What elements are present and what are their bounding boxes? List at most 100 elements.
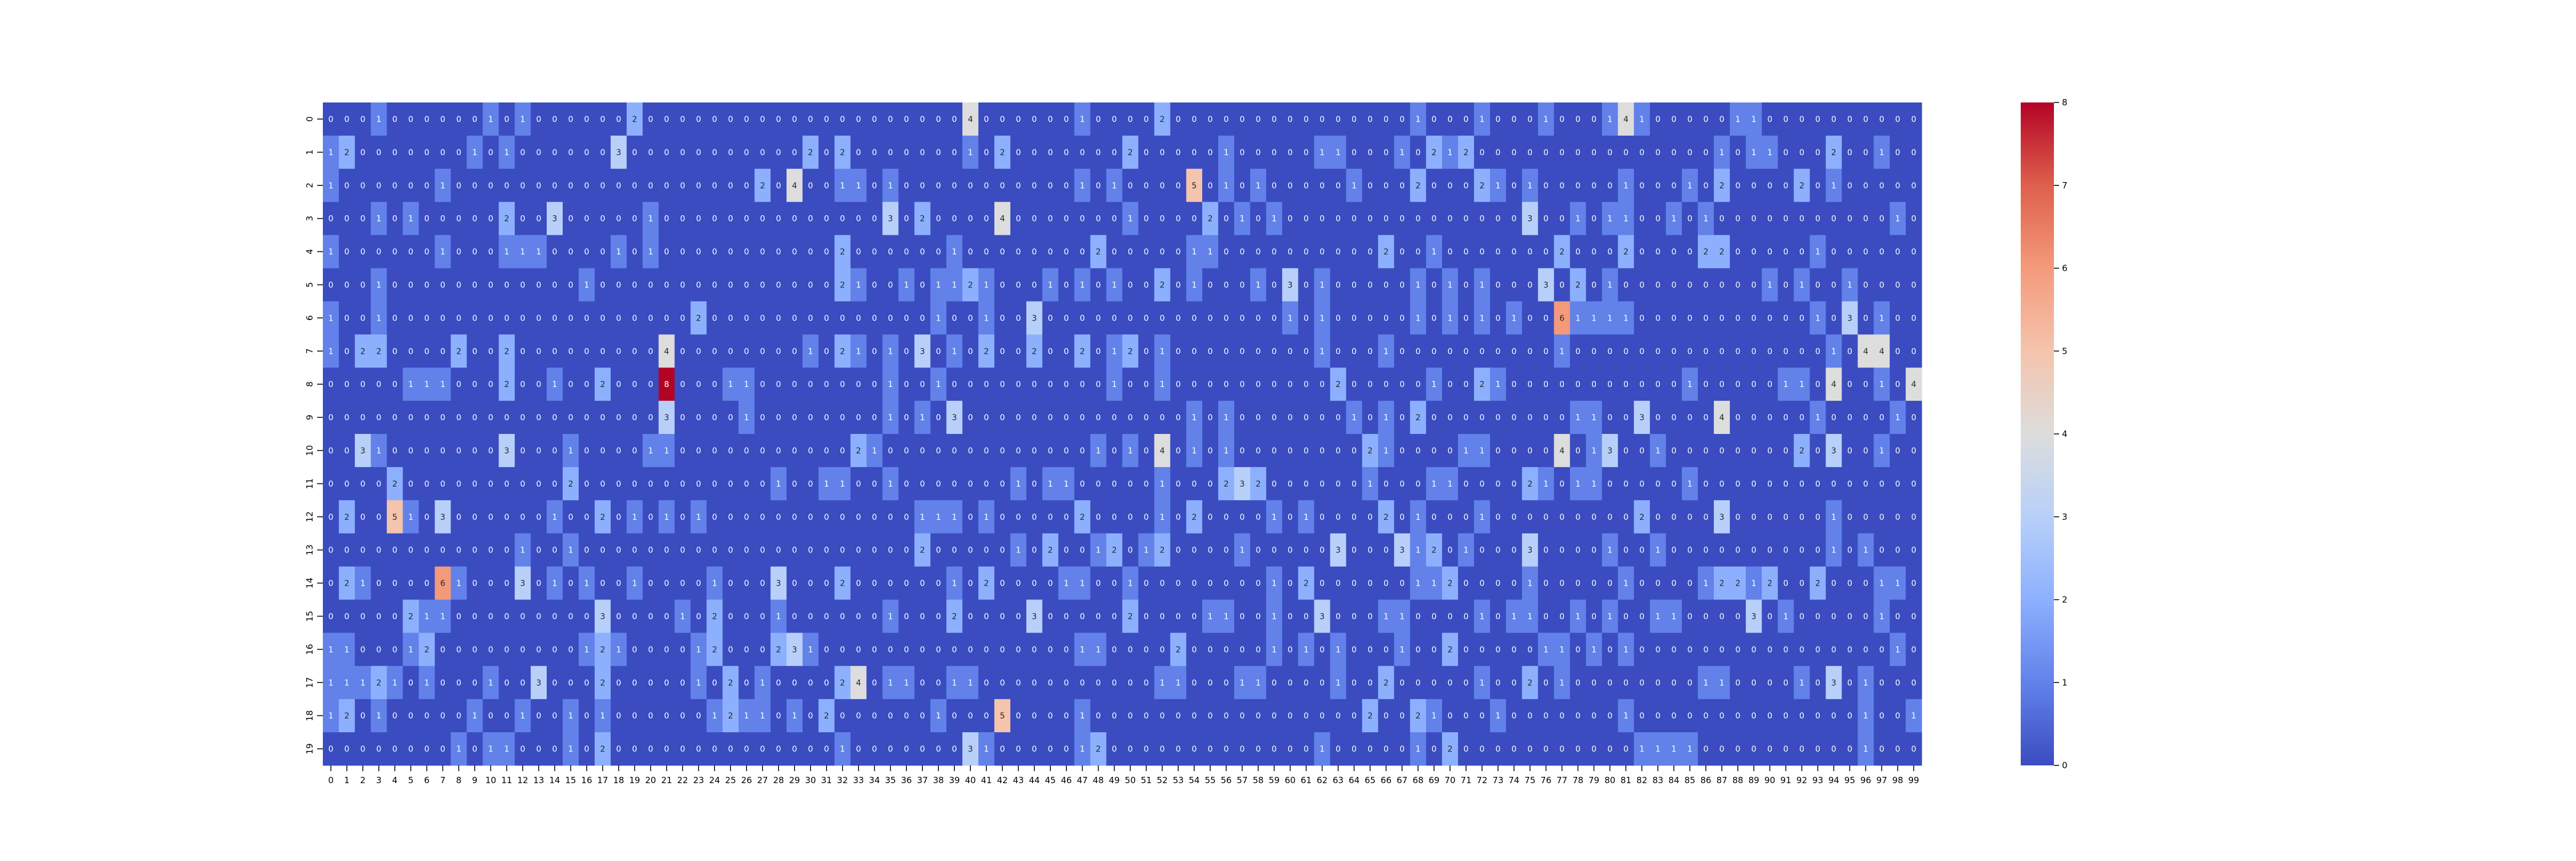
cell-value-label: 0 [1735,281,1740,290]
cell-value-label: 1 [1831,347,1836,356]
cell-value-label: 0 [904,347,909,356]
cell-value-label: 0 [1783,712,1788,721]
cell-value-label: 0 [1224,546,1229,555]
cell-value-label: 0 [1352,579,1357,589]
heatmap-cell [1250,235,1267,268]
cell-value-label: 0 [1208,546,1213,555]
cell-value-label: 0 [1000,612,1005,621]
cell-value-label: 0 [808,215,813,224]
cell-value-label: 0 [440,148,445,157]
cell-value-label: 0 [1319,413,1325,422]
cell-value-label: 0 [1384,181,1389,191]
x-tick-label: 39 [949,775,960,785]
cell-value-label: 0 [536,148,542,157]
heatmap-cell [323,168,339,203]
heatmap-cell [802,135,819,169]
cell-value-label: 0 [1672,480,1677,489]
heatmap-cell [1618,202,1634,236]
cell-value-label: 1 [584,281,589,290]
cell-value-label: 2 [840,281,845,290]
y-tick-label: 16 [305,644,315,655]
cell-value-label: 1 [472,148,477,157]
heatmap-cell [1074,102,1091,136]
cell-value-label: 3 [1831,678,1836,688]
cell-value-label: 0 [1799,745,1804,754]
heatmap-cell [1729,202,1747,236]
cell-value-label: 1 [360,579,365,589]
cell-value-label: 0 [456,712,461,721]
heatmap-cell [771,102,787,136]
heatmap-cell [370,202,388,236]
cell-value-label: 0 [1336,314,1341,323]
cell-value-label: 1 [1224,148,1229,157]
cell-value-label: 1 [1607,281,1613,290]
cell-value-label: 0 [1751,248,1756,257]
cell-value-label: 0 [664,645,669,654]
cell-value-label: 0 [1607,181,1613,191]
cell-value-label: 2 [1623,248,1629,257]
heatmap-cell [1026,235,1043,268]
cell-value-label: 0 [1831,712,1836,721]
cell-value-label: 1 [1688,480,1693,489]
cell-value-label: 0 [488,181,493,191]
heatmap-cell [771,235,787,268]
heatmap-cell [1250,202,1267,236]
cell-value-label: 0 [792,314,797,323]
cell-value-label: 0 [1656,413,1661,422]
heatmap-cell [1042,135,1059,169]
heatmap-cell [754,102,771,136]
cell-value-label: 1 [1623,181,1629,191]
cell-value-label: 0 [1336,745,1341,754]
cell-value-label: 0 [568,413,573,422]
cell-value-label: 1 [936,513,941,522]
cell-value-label: 0 [632,281,637,290]
cell-value-label: 0 [472,546,477,555]
cell-value-label: 0 [1192,380,1197,389]
cell-value-label: 0 [1128,115,1133,124]
cell-value-label: 0 [424,413,429,422]
cell-value-label: 0 [1672,447,1677,456]
cell-value-label: 2 [1032,347,1037,356]
cell-value-label: 1 [568,745,573,754]
cell-value-label: 0 [520,678,526,688]
y-tick-label: 5 [305,282,315,288]
cell-value-label: 0 [1847,215,1852,224]
cell-value-label: 2 [968,281,973,290]
heatmap-cell [834,102,851,136]
cell-value-label: 0 [1240,447,1245,456]
cell-value-label: 0 [1144,645,1149,654]
cell-value-label: 0 [329,579,334,589]
heatmap-cell [1745,168,1763,203]
cell-value-label: 1 [392,678,397,688]
cell-value-label: 0 [360,612,365,621]
cell-value-label: 0 [1271,281,1277,290]
cell-value-label: 0 [888,314,893,323]
cell-value-label: 0 [1000,413,1005,422]
cell-value-label: 0 [1287,248,1293,257]
cell-value-label: 0 [1543,248,1548,257]
cell-value-label: 1 [1656,546,1661,555]
heatmap-cell [802,168,819,203]
x-tick-label: 56 [1220,775,1231,785]
cell-value-label: 0 [952,645,957,654]
cell-value-label: 0 [824,413,829,422]
heatmap-cell [1842,202,1858,236]
cell-value-label: 2 [1799,447,1804,456]
heatmap-cell [914,235,931,268]
cell-value-label: 0 [792,148,797,157]
cell-value-label: 1 [1224,413,1229,422]
cell-value-label: 0 [1575,380,1581,389]
x-tick-label: 55 [1205,775,1216,785]
cell-value-label: 0 [568,314,573,323]
cell-value-label: 0 [1783,148,1788,157]
cell-value-label: 0 [376,480,381,489]
cell-value-label: 0 [1096,712,1101,721]
cell-value-label: 0 [984,380,989,389]
cell-value-label: 0 [1495,248,1500,257]
cell-value-label: 1 [1048,281,1053,290]
cell-value-label: 1 [329,148,334,157]
cell-value-label: 0 [1016,612,1021,621]
cell-value-label: 1 [1240,215,1245,224]
